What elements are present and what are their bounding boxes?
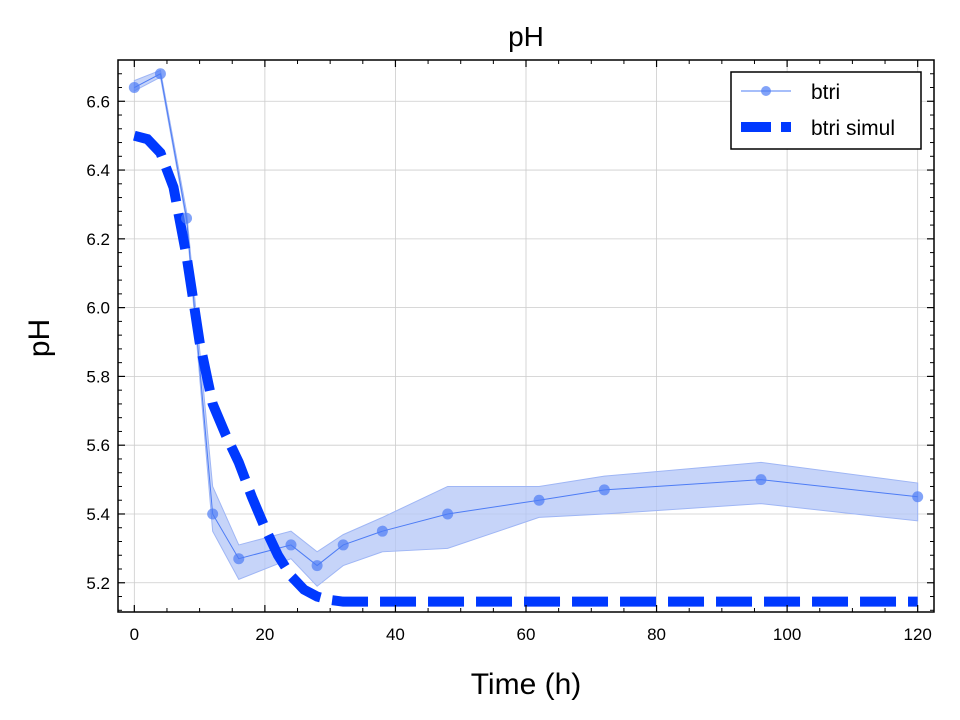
btri-data-point (755, 474, 767, 486)
x-tick-label: 20 (255, 625, 274, 644)
x-tick-label: 100 (773, 625, 801, 644)
btri-data-point (912, 491, 924, 503)
ticks (118, 60, 934, 612)
y-axis-label: pH (23, 319, 56, 357)
y-tick-label: 5.6 (86, 436, 110, 455)
btri-data-point (598, 484, 610, 496)
tick-labels: 0 20 40 60 80 100 120 5.2 5.4 5.6 5.8 6.0 6.2 6.4 6.6 (86, 92, 932, 644)
series-lines (133, 72, 918, 607)
x-tick-label: 60 (517, 625, 536, 644)
series-btri-markers (128, 68, 924, 572)
btri-data-point (285, 539, 297, 551)
x-tick-label: 120 (903, 625, 931, 644)
y-tick-label: 6.0 (86, 299, 110, 318)
series-btri-simul-line (133, 130, 918, 607)
legend-btri-label: btri (811, 81, 840, 104)
x-tick-label: 0 (130, 625, 139, 644)
x-tick-label: 40 (386, 625, 405, 644)
legend-btri-marker (761, 86, 771, 96)
y-tick-label: 5.8 (86, 367, 110, 386)
btri-data-point (533, 494, 545, 506)
btri-data-point (154, 68, 166, 80)
btri-data-point (128, 82, 140, 94)
legend: btri btri simul (730, 71, 922, 150)
btri-data-point (181, 212, 193, 224)
btri-data-point (376, 525, 388, 537)
btri-data-point (311, 560, 323, 572)
btri-data-point (207, 508, 219, 520)
btri-data-point (337, 539, 349, 551)
y-tick-label: 6.6 (86, 92, 110, 111)
chart-title: pH (508, 21, 544, 52)
btri-data-point (233, 553, 245, 565)
y-tick-label: 6.4 (86, 161, 110, 180)
x-axis-label: Time (h) (471, 668, 582, 701)
y-tick-label: 5.4 (86, 505, 110, 524)
btri-data-point (442, 508, 454, 520)
legend-frame (730, 71, 922, 150)
y-tick-label: 5.2 (86, 574, 110, 593)
y-tick-label: 6.2 (86, 230, 110, 249)
x-tick-label: 80 (647, 625, 666, 644)
legend-btri-simul-label: btri simul (811, 117, 895, 140)
